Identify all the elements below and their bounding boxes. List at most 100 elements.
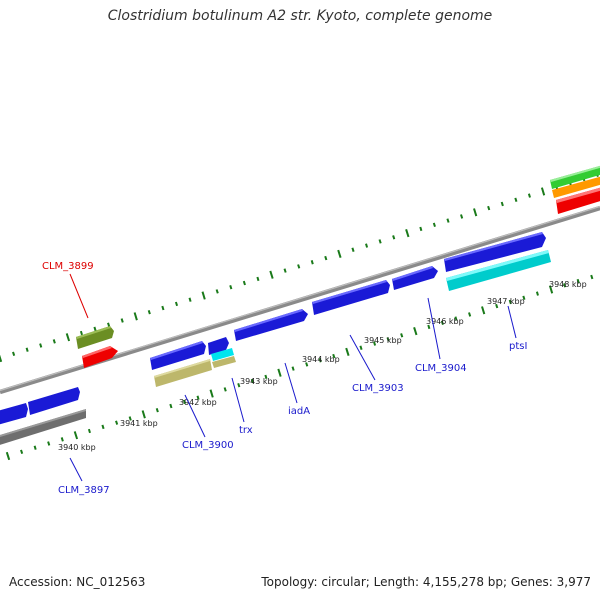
- scale-tick: [33, 445, 37, 450]
- scale-tick: [147, 309, 151, 315]
- scale-tick: [182, 399, 187, 405]
- scale-tick: [60, 437, 64, 442]
- scale-tick: [155, 407, 159, 413]
- scale-tick: [12, 351, 16, 357]
- gene-label-ptsI[interactable]: ptsI: [509, 341, 527, 352]
- scale-tick-label: 3944 kbp: [302, 355, 340, 364]
- scale-tick: [5, 451, 11, 461]
- scale-tick: [169, 403, 173, 409]
- scale-tick: [215, 289, 219, 294]
- scale-tick: [454, 316, 458, 321]
- scale-tick: [188, 297, 192, 302]
- gene-blue-3900-hl: [150, 341, 203, 360]
- gene-label-CLM_3900[interactable]: CLM_3900: [182, 440, 234, 451]
- gene-blue-3904-hl: [392, 266, 433, 281]
- scale-tick: [563, 283, 567, 288]
- gene-tan-trx[interactable]: [212, 356, 236, 368]
- scale-tick: [373, 341, 377, 346]
- gene-blue-3904[interactable]: [392, 266, 438, 290]
- scale-tick: [337, 249, 342, 259]
- scale-tick: [460, 214, 464, 219]
- gene-blue-iadA[interactable]: [234, 309, 308, 341]
- scale-tick: [508, 299, 512, 305]
- gene-grey-left-hl: [0, 409, 86, 437]
- scale-tick: [264, 374, 268, 380]
- inner-tick-ring: [5, 274, 594, 461]
- scale-tick: [223, 387, 227, 392]
- gene-cyan-trx[interactable]: [211, 348, 234, 361]
- scale-tick: [161, 305, 165, 311]
- scale-tick: [419, 226, 423, 232]
- scale-tick: [196, 395, 200, 400]
- scale-tick: [283, 268, 287, 273]
- scale-tick: [446, 218, 450, 223]
- gene-red-3899[interactable]: [82, 346, 118, 368]
- scale-tick: [237, 382, 241, 388]
- scale-tick: [522, 295, 526, 301]
- scale-tick: [527, 193, 531, 198]
- scale-tick: [359, 345, 363, 350]
- gene-cyan-ptsI[interactable]: [446, 250, 551, 291]
- scale-tick: [540, 187, 546, 196]
- gene-blue-3903[interactable]: [312, 280, 390, 315]
- scale-tick: [250, 378, 254, 384]
- scale-tick: [590, 274, 594, 280]
- gene-grey-left[interactable]: [0, 409, 86, 448]
- scale-tick: [107, 322, 111, 327]
- scale-tick: [548, 285, 554, 294]
- scale-tick: [310, 260, 314, 265]
- gene-orange-right[interactable]: [552, 174, 600, 198]
- outer-tick-ring: [0, 172, 599, 363]
- gene-label-CLM_3904[interactable]: CLM_3904: [415, 363, 467, 374]
- gene-olive-3899[interactable]: [76, 326, 114, 349]
- scale-tick: [535, 291, 539, 296]
- scale-tick: [141, 410, 146, 419]
- scale-tick: [65, 333, 71, 342]
- scale-tick: [242, 280, 246, 286]
- scale-tick: [351, 247, 355, 252]
- scale-tick-label: 3943 kbp: [240, 377, 278, 386]
- scale-tick-label: 3945 kbp: [364, 336, 402, 345]
- scale-tick: [20, 449, 24, 455]
- scale-tick: [291, 366, 295, 371]
- gene-label-CLM_3903[interactable]: CLM_3903: [352, 383, 404, 394]
- scale-tick-label: 3942 kbp: [179, 398, 217, 407]
- gene-blue-3900[interactable]: [150, 341, 206, 370]
- gene-red-right-hl: [556, 187, 600, 203]
- scale-tick: [413, 326, 418, 336]
- gene-blue-left-1[interactable]: [0, 403, 28, 427]
- gene-red-right[interactable]: [556, 185, 600, 214]
- scale-tick: [269, 270, 274, 279]
- gene-label-CLM_3897[interactable]: CLM_3897: [58, 485, 110, 496]
- gene-blue-3903-hl: [312, 280, 387, 304]
- gene-blue-left-2[interactable]: [28, 387, 80, 415]
- genome-summary-text: Topology: circular; Length: 4,155,278 bp…: [261, 575, 591, 589]
- scale-tick: [345, 347, 350, 357]
- scale-tick: [0, 354, 3, 363]
- gene-tan-3900[interactable]: [154, 359, 212, 387]
- gene-label-trx[interactable]: trx: [239, 425, 253, 436]
- gene-red-3899-hl: [82, 346, 112, 358]
- scale-tick: [73, 431, 79, 440]
- gene-label-CLM_3899[interactable]: CLM_3899: [42, 261, 94, 272]
- scale-tick: [365, 243, 369, 248]
- gene-green-right[interactable]: [550, 163, 600, 189]
- gene-tan-3900-hl: [154, 359, 210, 378]
- gene-blue-ptsI[interactable]: [444, 232, 546, 272]
- scale-tick: [39, 343, 43, 348]
- scale-tick: [392, 235, 396, 240]
- scale-tick: [133, 312, 138, 321]
- scale-tick: [87, 428, 91, 434]
- scale-tick: [47, 441, 51, 446]
- scale-tick: [481, 306, 486, 315]
- scale-tick-label: 3948 kbp: [549, 280, 587, 289]
- scale-tick: [101, 424, 105, 430]
- gene-blue-ptsI-hl: [444, 232, 543, 261]
- gene-label-iadA[interactable]: iadA: [288, 406, 310, 417]
- scale-tick: [25, 347, 29, 352]
- scale-tick: [52, 339, 56, 344]
- scale-tick: [120, 318, 124, 323]
- gene-labels: CLM_3899 CLM_3897 CLM_3900 trx iadA CLM_…: [42, 261, 527, 496]
- scale-tick: [468, 312, 472, 317]
